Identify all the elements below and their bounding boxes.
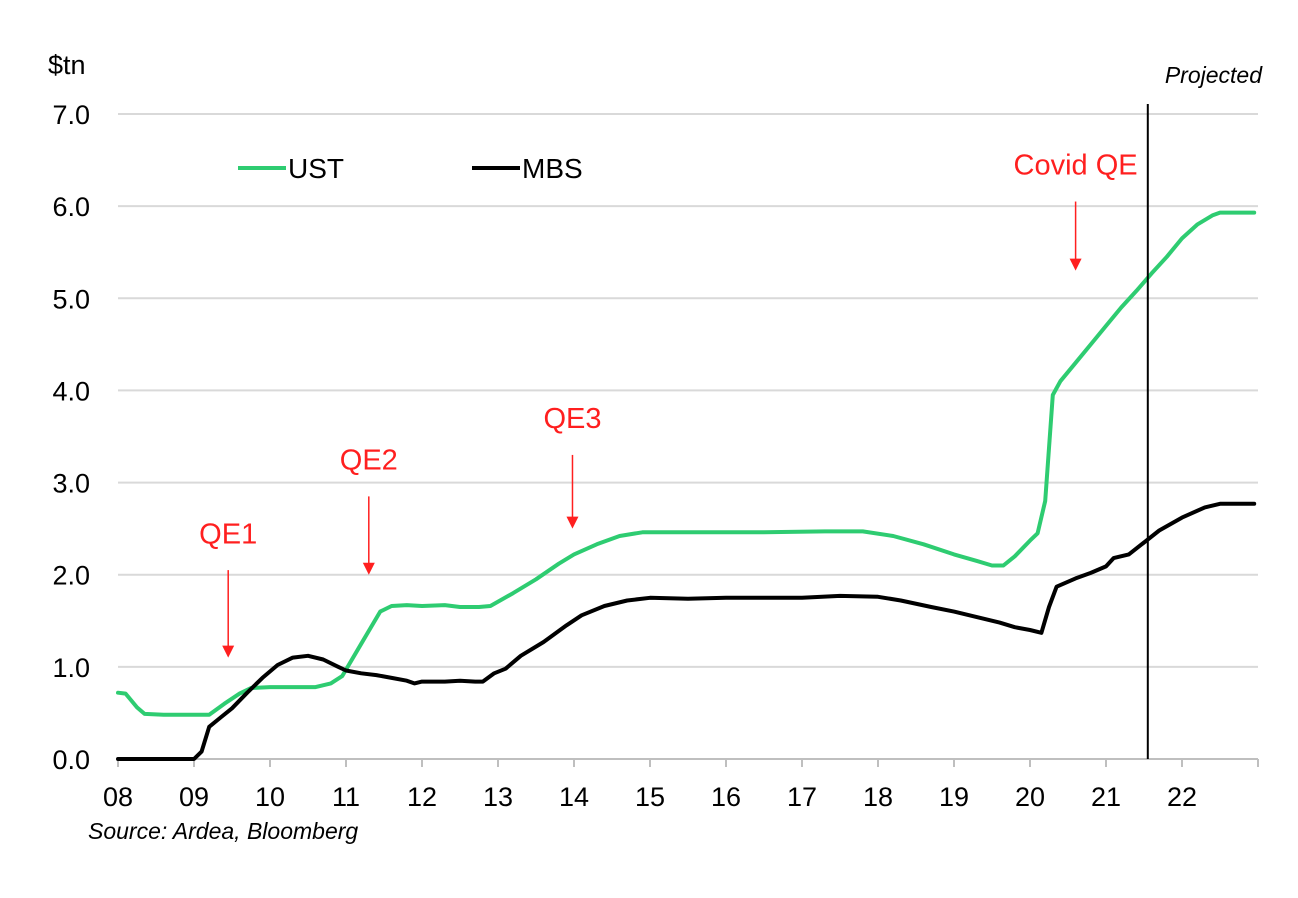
annotation-arrow-head bbox=[222, 645, 235, 658]
grid-lines bbox=[118, 113, 1258, 668]
x-tick-label: 12 bbox=[407, 782, 437, 812]
legend-label-ust: UST bbox=[288, 153, 344, 184]
series-line-ust bbox=[116, 210, 1257, 717]
y-tick-label: 3.0 bbox=[52, 469, 90, 499]
y-tick-label: 6.0 bbox=[52, 192, 90, 222]
x-tick-label: 08 bbox=[103, 782, 133, 812]
y-tick-label: 0.0 bbox=[52, 745, 90, 775]
projection-label: Projected bbox=[1165, 62, 1263, 88]
y-tick-label: 7.0 bbox=[52, 100, 90, 130]
annotation-arrow-head bbox=[1069, 258, 1082, 271]
x-tick-label: 19 bbox=[939, 782, 969, 812]
annotation-covid-qe: Covid QE bbox=[1014, 150, 1138, 182]
x-tick-label: 22 bbox=[1167, 782, 1197, 812]
annotation-qe3: QE3 bbox=[543, 403, 601, 435]
x-tick-label: 11 bbox=[332, 782, 360, 812]
y-tick-label: 4.0 bbox=[52, 376, 90, 406]
x-tick-label: 18 bbox=[863, 782, 893, 812]
x-tick-label: 10 bbox=[255, 782, 285, 812]
x-tick-label: 16 bbox=[711, 782, 741, 812]
series-lines bbox=[116, 210, 1257, 761]
y-tick-label: 5.0 bbox=[52, 284, 90, 314]
y-axis-unit-label: $tn bbox=[48, 50, 86, 80]
legend: UST MBS bbox=[238, 153, 583, 184]
y-tick-label: 1.0 bbox=[52, 653, 90, 683]
x-tick-label: 14 bbox=[559, 782, 589, 812]
x-axis-ticks: 08 09 10 11 12 13 14 15 16 17 18 19 20 21 22 bbox=[103, 759, 1259, 812]
x-tick-label: 21 bbox=[1091, 782, 1121, 812]
annotation-qe2: QE2 bbox=[340, 445, 398, 477]
x-tick-label: 09 bbox=[179, 782, 209, 812]
annotation-qe1: QE1 bbox=[199, 518, 257, 550]
projection-marker: Projected bbox=[1146, 62, 1263, 759]
x-tick-label: 20 bbox=[1015, 782, 1045, 812]
y-axis-ticks: 0.0 1.0 2.0 3.0 4.0 5.0 6.0 7.0 bbox=[52, 100, 90, 775]
series-line-mbs bbox=[116, 501, 1257, 761]
source-note: Source: Ardea, Bloomberg bbox=[88, 818, 358, 844]
x-tick-label: 13 bbox=[483, 782, 513, 812]
x-tick-label: 15 bbox=[635, 782, 665, 812]
annotation-arrow-head bbox=[362, 562, 375, 575]
legend-label-mbs: MBS bbox=[522, 153, 583, 184]
annotations: QE1 QE2 QE3 Covid QE bbox=[199, 150, 1138, 658]
y-tick-label: 2.0 bbox=[52, 561, 90, 591]
x-tick-label: 17 bbox=[787, 782, 817, 812]
annotation-arrow-head bbox=[566, 516, 579, 529]
